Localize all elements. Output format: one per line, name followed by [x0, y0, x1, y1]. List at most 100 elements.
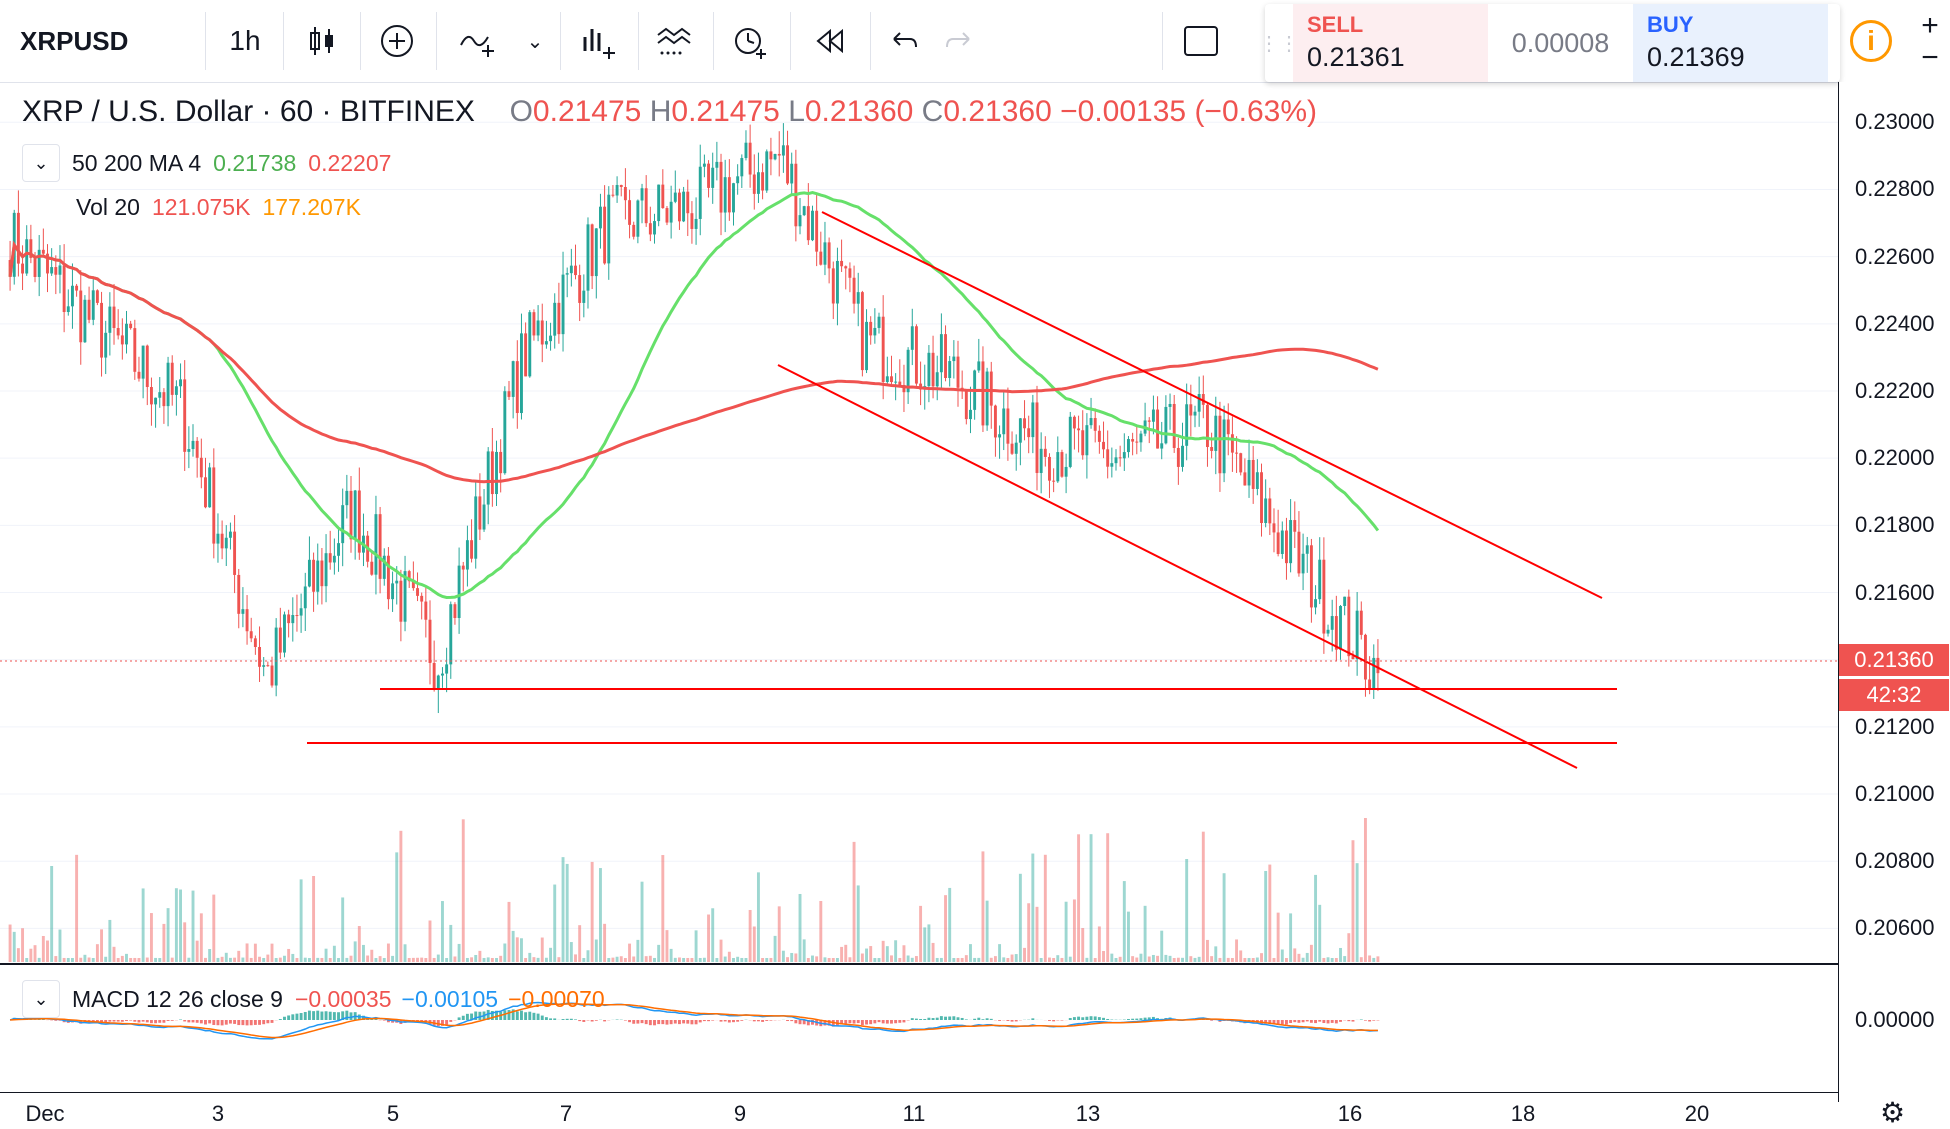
high-label: H	[650, 95, 672, 128]
volume-bar	[491, 958, 494, 962]
zoom-out-icon[interactable]: −	[1910, 42, 1950, 74]
candle-body	[167, 363, 170, 406]
candle-body	[1194, 412, 1197, 416]
collapse-macd-button[interactable]: ⌄	[22, 980, 60, 1018]
candle-body	[1023, 418, 1026, 428]
legend-title[interactable]: XRP / U.S. Dollar · 60 · BITFINEX	[22, 95, 475, 128]
volume-bar	[38, 958, 41, 962]
interval-button[interactable]: 1h	[215, 0, 275, 82]
price-tick-label: 0.23000	[1855, 109, 1935, 135]
volume-bar	[973, 958, 976, 962]
price-tick-label: 0.22600	[1855, 244, 1935, 270]
pane-divider[interactable]	[0, 963, 1838, 965]
macd-histogram-bar	[724, 1020, 727, 1021]
candle-body	[840, 261, 843, 266]
macd-histogram-bar	[383, 1020, 386, 1021]
candle-body	[599, 207, 602, 229]
candle-body	[1364, 635, 1367, 680]
volume-bar	[125, 954, 128, 962]
candle-body	[1306, 545, 1309, 553]
indicators-icon[interactable]	[448, 0, 508, 82]
time-tick-label: 7	[560, 1101, 572, 1127]
candle-body	[1343, 597, 1346, 606]
volume-bar	[865, 949, 868, 962]
financials-icon[interactable]	[570, 0, 628, 82]
volume-bar	[711, 908, 714, 962]
candle-body	[957, 357, 960, 388]
zoom-in-icon[interactable]: +	[1910, 10, 1950, 42]
volume-bar	[483, 958, 486, 962]
volume-bar	[836, 958, 839, 962]
macd-histogram-bar	[1081, 1017, 1084, 1020]
macd-histogram-bar	[1094, 1016, 1097, 1020]
candle-body	[724, 177, 727, 212]
volume-bar	[1372, 958, 1375, 962]
volume-bar	[736, 957, 739, 962]
ma-label[interactable]: 50 200 MA 4	[72, 150, 201, 177]
open-label: O	[510, 95, 533, 128]
volume-bar	[204, 958, 207, 962]
candle-body	[1152, 410, 1155, 422]
volume-bar	[919, 906, 922, 962]
candle-body	[88, 300, 91, 320]
price-tick-label: 0.20800	[1855, 848, 1935, 874]
layout-icon[interactable]	[1172, 0, 1230, 82]
volume-bar	[1331, 958, 1334, 962]
candle-body	[981, 361, 984, 425]
candles-icon[interactable]	[293, 0, 351, 82]
macd-histogram-bar	[657, 1020, 660, 1024]
macd-histogram-bar	[1327, 1020, 1330, 1023]
candle-body	[187, 449, 190, 452]
macd-histogram-bar	[844, 1020, 847, 1024]
volume-bar	[1248, 958, 1251, 962]
candle-body	[503, 391, 506, 473]
volume-bar	[104, 957, 107, 962]
buy-button[interactable]: BUY 0.21369	[1633, 4, 1828, 82]
volume-bar	[749, 910, 752, 962]
macd-histogram-bar	[1090, 1016, 1093, 1020]
volume-bar	[350, 956, 353, 962]
chevron-down-icon[interactable]: ⌄	[515, 0, 555, 82]
volume-bar	[146, 958, 149, 962]
candle-body	[395, 581, 398, 584]
macd-histogram-bar	[886, 1020, 889, 1024]
candle-body	[611, 195, 614, 196]
volume-bar	[707, 915, 710, 962]
volume-bar	[620, 956, 623, 962]
gear-icon[interactable]: ⚙	[1880, 1096, 1905, 1129]
candle-body	[986, 372, 989, 426]
candle-body	[657, 185, 660, 221]
alert-icon[interactable]	[720, 0, 780, 82]
vol-label[interactable]: Vol 20	[76, 194, 140, 221]
volume-bar	[192, 891, 195, 962]
volume-bar	[50, 866, 53, 962]
price-chart[interactable]	[0, 82, 1838, 1092]
macd-histogram-bar	[262, 1020, 265, 1024]
candle-body	[869, 322, 872, 336]
redo-icon[interactable]	[930, 0, 988, 82]
undo-icon[interactable]	[875, 0, 933, 82]
macd-histogram-bar	[171, 1020, 174, 1021]
add-compare-icon[interactable]	[368, 0, 426, 82]
low-value: 0.21360	[805, 95, 913, 128]
volume-bar	[142, 888, 145, 962]
price-tick-label: 0.21600	[1855, 580, 1935, 606]
templates-icon[interactable]	[645, 0, 703, 82]
candle-body	[104, 333, 107, 358]
sell-button[interactable]: SELL 0.21361	[1293, 4, 1488, 82]
volume-bar	[21, 928, 24, 962]
symbol-search[interactable]: XRPUSD	[20, 0, 160, 82]
volume-bar	[1235, 939, 1238, 962]
candle-body	[38, 250, 41, 277]
info-icon[interactable]: i	[1850, 20, 1892, 62]
macd-label[interactable]: MACD 12 26 close 9	[72, 986, 283, 1013]
macd-histogram-bar	[187, 1020, 190, 1022]
candle-body	[204, 477, 207, 507]
drag-handle-icon[interactable]: ⋮⋮	[1265, 4, 1293, 82]
replay-icon[interactable]	[800, 0, 860, 82]
collapse-legend-button[interactable]: ⌄	[22, 144, 60, 182]
volume-bar	[844, 945, 847, 962]
volume-bar	[412, 958, 415, 962]
